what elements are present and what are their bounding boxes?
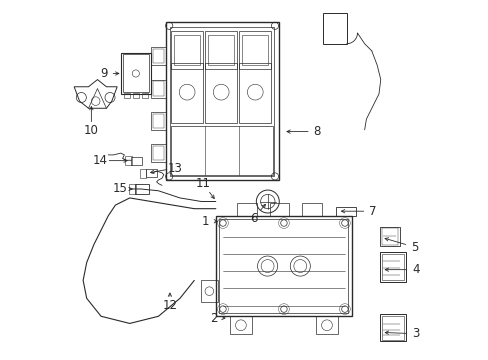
Bar [145, 169, 156, 177]
Bar [153, 114, 163, 128]
Text: 6: 6 [249, 212, 257, 225]
Text: 1: 1 [202, 215, 209, 228]
Bar [132, 93, 139, 98]
Bar [323, 13, 346, 44]
Text: 13: 13 [167, 162, 182, 175]
Text: 5: 5 [410, 241, 418, 254]
Text: 12: 12 [162, 299, 177, 312]
Bar [123, 93, 130, 98]
Bar [129, 184, 136, 194]
Bar [140, 168, 146, 178]
Text: 14: 14 [92, 154, 107, 167]
Text: 11: 11 [195, 177, 210, 190]
Text: 10: 10 [84, 124, 99, 138]
Bar [381, 316, 403, 339]
Bar [135, 184, 148, 194]
Text: 9: 9 [100, 67, 107, 80]
Bar [219, 220, 348, 313]
Bar [174, 35, 200, 65]
Text: 2: 2 [209, 311, 217, 325]
Bar [237, 203, 257, 216]
Bar [379, 252, 405, 282]
Bar [125, 156, 132, 165]
Text: 3: 3 [411, 327, 419, 340]
Bar [239, 31, 271, 69]
Bar [316, 316, 337, 334]
Bar [121, 53, 151, 94]
Text: 8: 8 [313, 125, 320, 138]
Bar [131, 157, 142, 165]
Bar [171, 126, 273, 175]
Bar [215, 216, 351, 316]
Text: 4: 4 [411, 263, 419, 276]
Bar [122, 54, 149, 92]
Bar [151, 112, 165, 130]
Bar [153, 81, 163, 96]
Bar [153, 146, 163, 160]
Bar [204, 31, 237, 69]
Bar [171, 31, 203, 69]
Bar [230, 316, 251, 334]
Bar [379, 226, 399, 246]
Text: 7: 7 [368, 205, 376, 218]
Bar [165, 22, 278, 180]
Bar [269, 203, 289, 216]
Bar [169, 27, 274, 176]
Bar [201, 280, 217, 302]
Bar [381, 228, 397, 244]
Bar [204, 63, 237, 123]
Bar [151, 47, 165, 65]
Bar [242, 35, 267, 65]
Bar [151, 80, 165, 98]
Bar [379, 315, 405, 341]
Bar [301, 203, 321, 216]
Bar [207, 35, 234, 65]
Bar [142, 93, 148, 98]
Bar [335, 207, 355, 216]
Bar [171, 63, 203, 123]
Bar [153, 49, 163, 63]
Bar [239, 63, 271, 123]
Bar [151, 144, 165, 162]
Bar [381, 253, 403, 280]
Text: 15: 15 [113, 183, 127, 195]
